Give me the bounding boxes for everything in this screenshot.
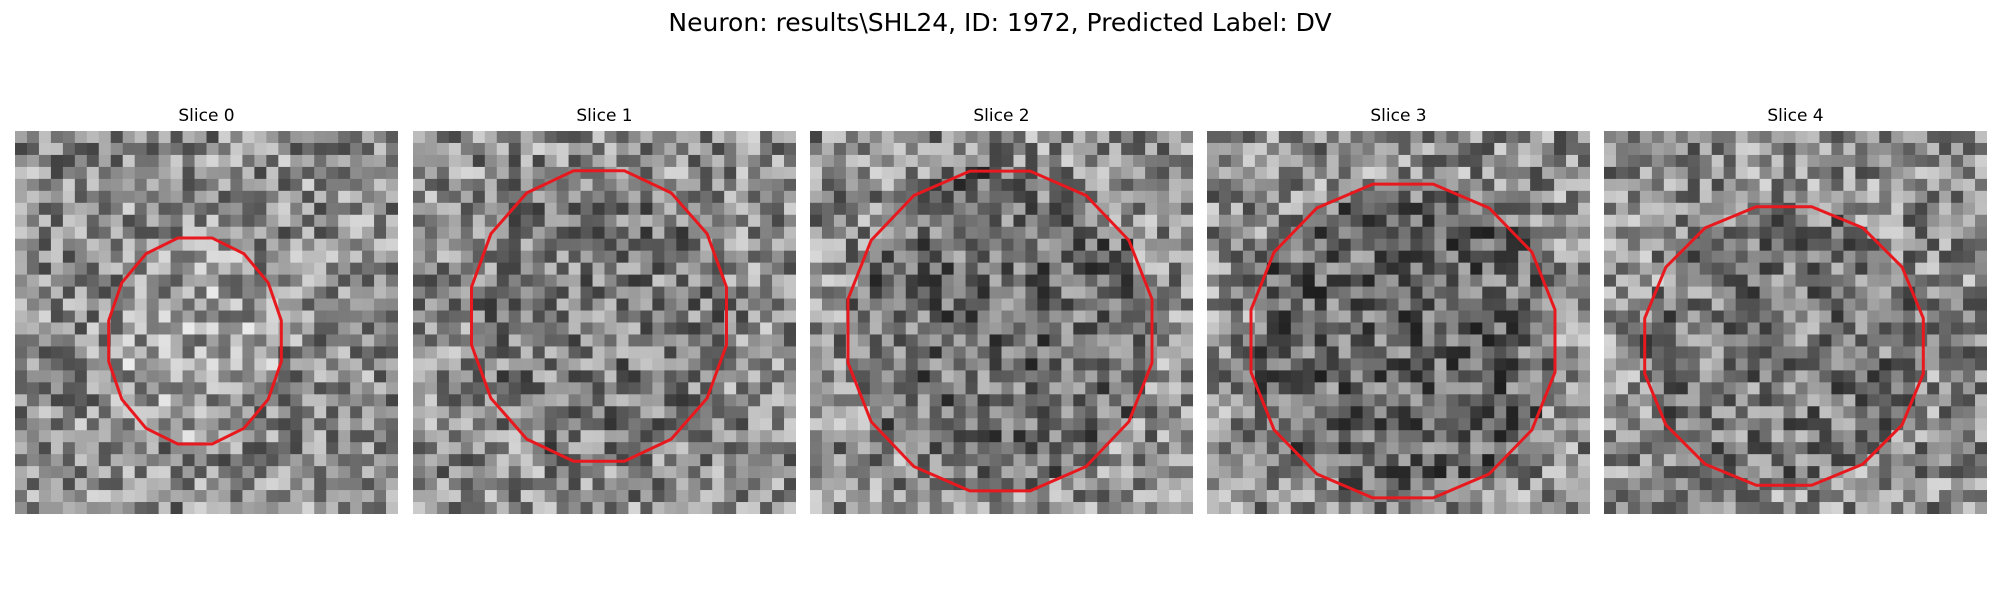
slice-panel-0: Slice 0 <box>15 105 398 514</box>
slice-title: Slice 0 <box>178 106 235 126</box>
neuron-contour <box>846 169 1154 493</box>
slice-panel-1: Slice 1 <box>413 105 796 514</box>
slice-panel-4: Slice 4 <box>1604 105 1987 514</box>
slice-image-2 <box>810 131 1193 514</box>
slice-title: Slice 1 <box>576 106 633 126</box>
neuron-contour <box>470 169 728 463</box>
slice-image-4 <box>1604 131 1987 514</box>
slice-title: Slice 3 <box>1370 106 1427 126</box>
slice-title: Slice 4 <box>1767 106 1824 126</box>
figure-title: Neuron: results\SHL24, ID: 1972, Predict… <box>668 8 1332 37</box>
slice-title: Slice 2 <box>973 106 1030 126</box>
neuron-contour <box>107 236 283 446</box>
slice-panel-3: Slice 3 <box>1207 105 1590 514</box>
slice-panel-2: Slice 2 <box>810 105 1193 514</box>
slice-image-1 <box>413 131 796 514</box>
slice-image-3 <box>1207 131 1590 514</box>
neuron-contour <box>1643 205 1925 487</box>
neuron-contour <box>1249 182 1557 500</box>
slice-image-0 <box>15 131 398 514</box>
